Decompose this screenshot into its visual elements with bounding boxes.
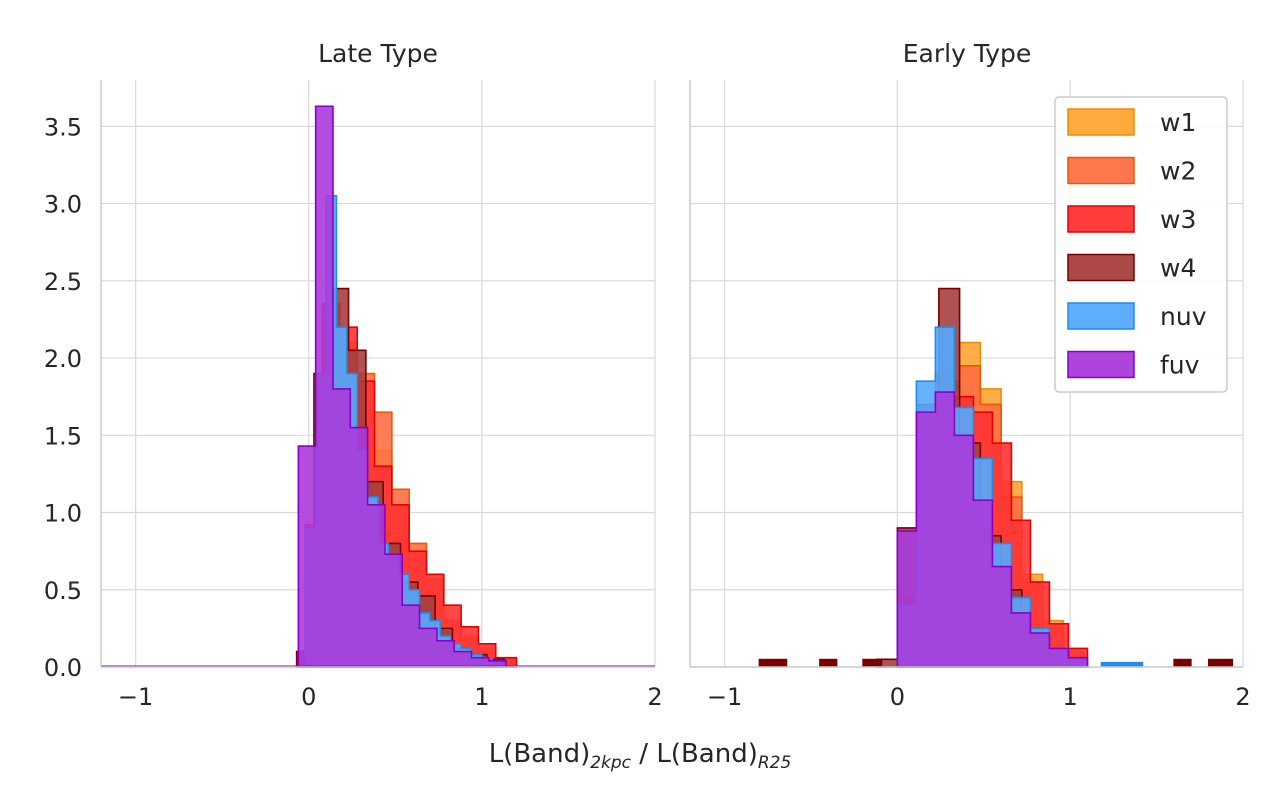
axes-early-type: −1 0 1 2 [689, 80, 1251, 711]
y-tick-label: 0.0 [44, 654, 82, 682]
outlier-bar [819, 658, 838, 668]
x-tick-label: 2 [1235, 683, 1250, 711]
legend-label-w4: w4 [1160, 254, 1196, 283]
legend: w1 w2 w3 w4 nuv fuv [1054, 96, 1228, 393]
x-tick-label: 1 [1063, 683, 1078, 711]
x-tick-label: 0 [890, 683, 905, 711]
y-tick-label: 1.0 [44, 500, 82, 528]
x-axis-label-part1: L(Band) [489, 739, 591, 769]
outlier-bar [1173, 658, 1192, 668]
legend-frame [1054, 96, 1228, 393]
x-tick-label: −1 [707, 683, 742, 711]
legend-swatch-w1 [1067, 108, 1135, 136]
x-axis-label-sub1: 2kpc [590, 753, 631, 773]
outlier-bar [758, 658, 788, 668]
x-axis-label-sub2: R25 [758, 753, 791, 773]
legend-swatch-w4 [1067, 253, 1135, 282]
y-tick-label: 2.5 [44, 268, 82, 296]
y-tick-label: 3.0 [44, 191, 82, 219]
legend-swatch-fuv [1067, 350, 1135, 379]
x-tick-label: −1 [118, 683, 153, 711]
legend-swatch-nuv [1067, 302, 1135, 330]
legend-label-w1: w1 [1160, 108, 1196, 137]
legend-label-w2: w2 [1160, 157, 1196, 186]
y-axis-ticks: 0.0 0.5 1.0 1.5 2.0 2.5 3.0 3.5 [44, 113, 82, 682]
outlier-bar [862, 658, 883, 668]
x-axis-label-separator: / L(Band) [631, 739, 758, 769]
x-tick-label: 0 [301, 683, 316, 711]
axes-late-type: −1 0 1 2 [100, 80, 663, 711]
panel-title-late-type: Late Type [318, 39, 438, 68]
histogram-fuv [297, 105, 507, 668]
panel-early-type: Early Type −1 0 1 2 [689, 39, 1251, 711]
bars-late-type [101, 105, 655, 668]
x-tick-label: 2 [647, 683, 662, 711]
x-axis-label: L(Band)2kpc / L(Band)R25 [489, 739, 792, 773]
bars-early-type [758, 287, 1234, 668]
y-tick-label: 1.5 [44, 422, 82, 450]
x-tick-label: 1 [474, 683, 489, 711]
y-tick-label: 0.5 [44, 577, 82, 605]
legend-label-fuv: fuv [1160, 351, 1200, 380]
y-tick-label: 2.0 [44, 345, 82, 373]
legend-label-w3: w3 [1160, 205, 1196, 234]
outlier-bar [1207, 658, 1234, 668]
legend-swatch-w3 [1067, 205, 1135, 233]
legend-label-nuv: nuv [1160, 302, 1207, 331]
histogram-fuv [896, 391, 1089, 668]
y-tick-label: 3.5 [44, 113, 82, 141]
panel-late-type: Late Type −1 0 1 2 [100, 39, 663, 711]
legend-swatch-w2 [1067, 156, 1135, 185]
panel-title-early-type: Early Type [903, 39, 1032, 68]
